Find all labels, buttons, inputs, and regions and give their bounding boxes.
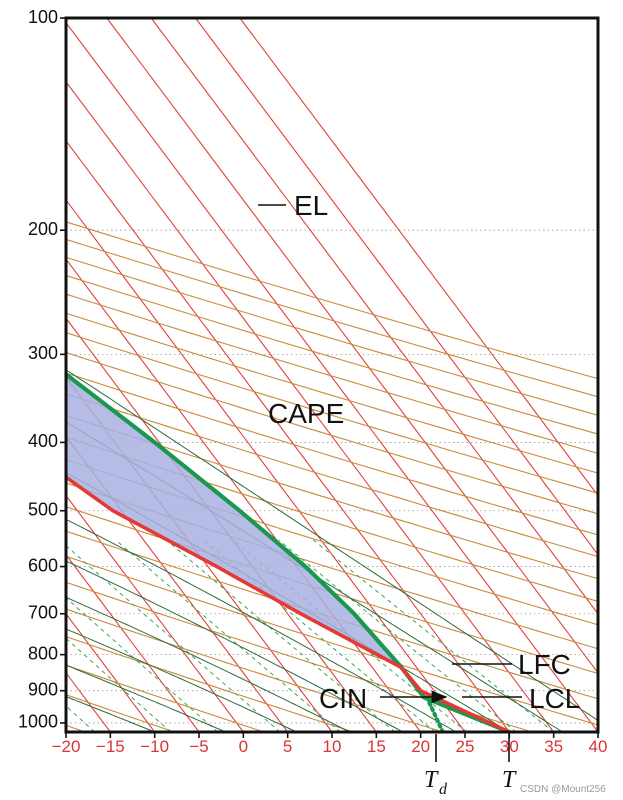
dew-point-symbol: T: [424, 767, 439, 793]
dry-adiabat-line: [66, 274, 598, 435]
pressure-tick-label: 600: [28, 555, 58, 575]
dry-adiabat-line: [66, 293, 598, 454]
pressure-tick-label: 800: [28, 643, 58, 663]
dew-point-line: [424, 695, 445, 732]
temperature-tick-label: −5: [189, 737, 208, 756]
dry-adiabat-line: [66, 608, 443, 732]
dry-adiabat-line: [66, 459, 598, 626]
cin-label: CIN: [319, 683, 367, 714]
dry-adiabat-line: [66, 555, 598, 726]
isotherm-line: [66, 435, 289, 732]
dry-adiabat-line: [66, 530, 598, 700]
isotherm-line: [66, 80, 555, 732]
mixing-ratio-line: [66, 597, 219, 732]
pressure-tick-label: 100: [28, 7, 58, 27]
cape-label: CAPE: [268, 398, 344, 429]
environment-temperature-line: [66, 474, 512, 732]
dry-adiabat-line: [66, 393, 598, 558]
temperature-tick-marks: [65, 732, 599, 738]
moist-adiabat-line: [66, 369, 598, 721]
pressure-tick-marks: [60, 17, 66, 724]
el-label: EL: [294, 190, 328, 221]
temperature-tick-label: −20: [52, 737, 81, 756]
temperature-tick-label: 35: [544, 737, 563, 756]
dry-adiabat-line: [66, 636, 354, 732]
mixing-ratio-line: [115, 539, 341, 732]
moist-adiabat-line: [66, 596, 350, 732]
pressure-tick-label: 200: [28, 219, 58, 239]
dry-adiabat-line: [66, 581, 533, 732]
moist-adiabat-line: [66, 664, 226, 732]
mixing-ratio-line: [278, 539, 517, 732]
temperature-symbol: T: [502, 767, 517, 793]
isotherm-line: [66, 731, 67, 732]
mixing-ratio-line: [66, 637, 171, 732]
moist-adiabat-line: [66, 560, 404, 732]
temperature-tick-label: −15: [96, 737, 125, 756]
isotherm-line: [195, 18, 598, 556]
pressure-tick-label: 500: [28, 499, 58, 519]
temperature-tick-label: 40: [589, 737, 608, 756]
temperature-tick-label: 15: [367, 737, 386, 756]
dry-adiabat-line: [66, 256, 598, 416]
isotherm-line: [106, 18, 598, 674]
lfc-label: LFC: [518, 649, 571, 680]
temperature-tick-label: 20: [411, 737, 430, 756]
temperature-tick-label: 10: [323, 737, 342, 756]
watermark: CSDN @Mount256: [520, 784, 606, 795]
mixing-ratio-line: [166, 539, 396, 732]
isotherm-line: [66, 376, 333, 732]
isotherm-line: [66, 139, 510, 732]
isotherm-line: [66, 553, 200, 732]
pressure-tick-label: 1000: [18, 712, 58, 732]
pressure-tick-label: 700: [28, 603, 58, 623]
dry-adiabat-line: [66, 414, 598, 580]
cape-region: [66, 374, 402, 668]
moist-adiabat-line: [66, 518, 457, 732]
lcl-label: LCL: [529, 683, 580, 714]
isotherm-line: [66, 494, 244, 732]
temperature-tick-label: −10: [140, 737, 169, 756]
pressure-tick-label: 900: [28, 679, 58, 699]
isotherm-line: [0, 18, 22, 732]
isotherm-line: [239, 18, 598, 497]
mixing-ratio-line: [0, 540, 2, 732]
dry-adiabat-line: [66, 221, 598, 380]
temperature-tick-label: 25: [456, 737, 475, 756]
mixing-ratio-line: [312, 539, 555, 732]
dew-point-subscript: d: [439, 781, 448, 798]
pressure-tick-label: 400: [28, 431, 58, 451]
dry-adiabat-line: [66, 238, 598, 398]
pressure-tick-label: 300: [28, 343, 58, 363]
shaded-regions: [66, 374, 510, 732]
profile-lines: [66, 371, 512, 732]
temperature-tick-label: 5: [283, 737, 292, 756]
isotherm-line: [66, 199, 466, 732]
dry-adiabat-line: [66, 436, 598, 603]
temperature-tick-label: 0: [239, 737, 248, 756]
moist-adiabat-line: [66, 628, 297, 732]
isotherm-line: [66, 317, 377, 732]
